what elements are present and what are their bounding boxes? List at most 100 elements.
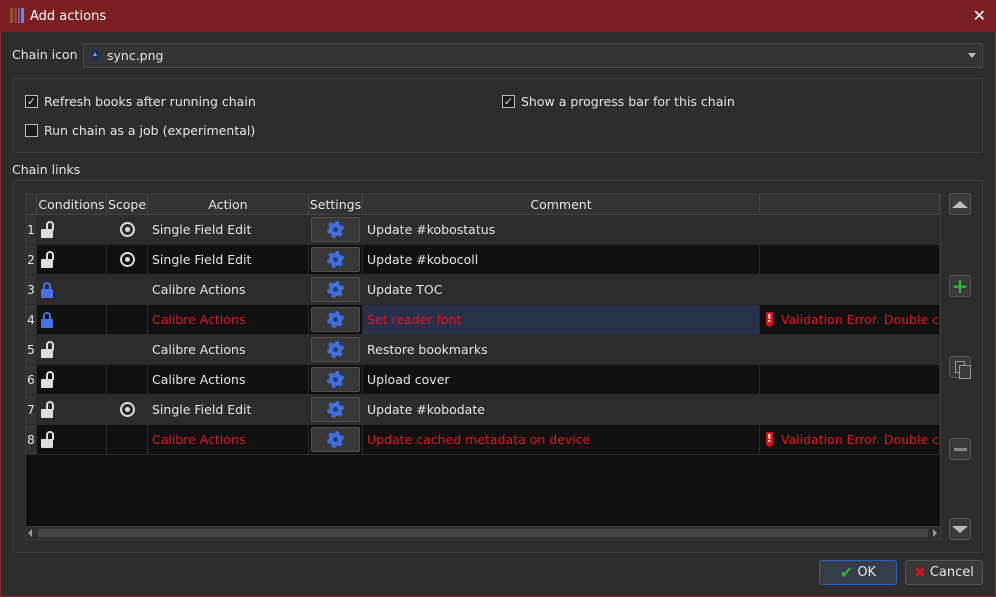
comment-cell[interactable]: Update TOC	[363, 275, 760, 304]
move-down-button[interactable]	[949, 518, 971, 540]
scope-target-icon[interactable]	[119, 222, 135, 237]
refresh-books-checkbox[interactable]: ✓ Refresh books after running chain	[25, 94, 256, 109]
error-cell[interactable]	[760, 245, 940, 274]
chain-icon-select[interactable]: sync.png	[83, 43, 983, 68]
table-row[interactable]: 3 Calibre Actions Update TOC	[26, 275, 940, 305]
table-row[interactable]: 7 Single Field Edit Update #kobodate	[26, 395, 940, 425]
scope-target-icon[interactable]	[119, 252, 135, 267]
ok-button[interactable]: ✔ OK	[819, 560, 897, 585]
table-row[interactable]: 2 Single Field Edit Update #kobocoll	[26, 245, 940, 275]
table-row[interactable]: 8 Calibre Actions Update cached metadata…	[26, 425, 940, 455]
scope-cell[interactable]	[107, 425, 148, 454]
unlocked-icon[interactable]	[41, 430, 54, 448]
scope-cell[interactable]	[107, 335, 148, 364]
unlocked-icon[interactable]	[41, 340, 54, 358]
comment-cell[interactable]: Restore bookmarks	[363, 335, 760, 364]
settings-cell	[309, 425, 363, 454]
run-as-job-checkbox[interactable]: Run chain as a job (experimental)	[25, 123, 255, 138]
chain-links-table: Conditions Scope Action Settings Comment…	[25, 193, 941, 540]
scrollbar-thumb[interactable]	[38, 529, 928, 537]
unlocked-icon[interactable]	[41, 400, 54, 418]
conditions-cell[interactable]	[37, 335, 107, 364]
column-header-action[interactable]: Action	[148, 194, 309, 214]
move-up-button[interactable]	[949, 193, 971, 215]
scope-cell[interactable]	[107, 275, 148, 304]
conditions-cell[interactable]	[37, 425, 107, 454]
settings-button[interactable]	[311, 337, 360, 362]
unlocked-icon[interactable]	[41, 220, 54, 238]
column-header-comment[interactable]: Comment	[363, 194, 760, 214]
action-cell[interactable]: Single Field Edit	[148, 215, 309, 244]
conditions-cell[interactable]	[37, 305, 107, 334]
comment-cell[interactable]: Update #kobostatus	[363, 215, 760, 244]
table-row[interactable]: 4 Calibre Actions Set reader font ! Valid…	[26, 305, 940, 335]
settings-button[interactable]	[311, 307, 360, 332]
comment-cell[interactable]: Update cached metadata on device	[363, 425, 760, 454]
error-cell[interactable]: ! Validation Error. Double c	[760, 425, 940, 454]
settings-button[interactable]	[311, 397, 360, 422]
error-cell[interactable]	[760, 215, 940, 244]
scope-cell[interactable]	[107, 245, 148, 274]
scroll-left-icon[interactable]	[28, 529, 32, 537]
error-cell[interactable]	[760, 365, 940, 394]
check-icon: ✔	[839, 563, 854, 582]
horizontal-scrollbar[interactable]	[26, 526, 940, 539]
gear-icon	[327, 371, 344, 388]
chain-links-label: Chain links	[12, 162, 81, 177]
unlocked-icon[interactable]	[41, 250, 54, 268]
minus-icon	[953, 447, 967, 451]
row-number: 1	[26, 215, 37, 244]
comment-cell[interactable]: Update #kobodate	[363, 395, 760, 424]
settings-button[interactable]	[311, 427, 360, 452]
column-header-conditions[interactable]: Conditions	[37, 194, 107, 214]
settings-button[interactable]	[311, 247, 360, 272]
error-cell[interactable]	[760, 395, 940, 424]
table-row[interactable]: 1 Single Field Edit Update #kobostatus	[26, 215, 940, 245]
add-link-button[interactable]: +	[949, 275, 971, 297]
action-cell[interactable]: Calibre Actions	[148, 275, 309, 304]
table-row[interactable]: 5 Calibre Actions Restore bookmarks	[26, 335, 940, 365]
error-cell[interactable]	[760, 275, 940, 304]
copy-link-button[interactable]	[949, 356, 971, 379]
table-row[interactable]: 6 Calibre Actions Upload cover	[26, 365, 940, 395]
remove-link-button[interactable]	[949, 438, 971, 460]
column-header-error[interactable]	[760, 194, 940, 214]
comment-cell[interactable]: Set reader font	[363, 305, 760, 334]
conditions-cell[interactable]	[37, 245, 107, 274]
cancel-button[interactable]: ✖ Cancel	[905, 560, 983, 585]
scope-cell[interactable]	[107, 365, 148, 394]
error-cell[interactable]	[760, 335, 940, 364]
comment-cell[interactable]: Upload cover	[363, 365, 760, 394]
scroll-right-icon[interactable]	[933, 529, 937, 537]
action-cell[interactable]: Single Field Edit	[148, 395, 309, 424]
scope-cell[interactable]	[107, 215, 148, 244]
action-cell[interactable]: Calibre Actions	[148, 365, 309, 394]
scope-target-icon[interactable]	[119, 402, 135, 417]
checkbox-unchecked-icon	[25, 124, 38, 137]
conditions-cell[interactable]	[37, 395, 107, 424]
action-cell[interactable]: Single Field Edit	[148, 245, 309, 274]
unlocked-icon[interactable]	[41, 370, 54, 388]
x-icon: ✖	[914, 564, 926, 581]
column-header-scope[interactable]: Scope	[107, 194, 148, 214]
locked-icon[interactable]	[41, 311, 53, 328]
action-cell[interactable]: Calibre Actions	[148, 305, 309, 334]
close-icon[interactable]: ✕	[972, 6, 986, 25]
column-header-settings[interactable]: Settings	[309, 194, 363, 214]
conditions-cell[interactable]	[37, 275, 107, 304]
scope-cell[interactable]	[107, 305, 148, 334]
settings-cell	[309, 215, 363, 244]
locked-icon[interactable]	[41, 281, 53, 298]
settings-button[interactable]	[311, 367, 360, 392]
settings-button[interactable]	[311, 277, 360, 302]
action-cell[interactable]: Calibre Actions	[148, 335, 309, 364]
progress-bar-checkbox[interactable]: ✓ Show a progress bar for this chain	[502, 94, 735, 109]
error-cell[interactable]: ! Validation Error. Double c	[760, 305, 940, 334]
action-cell[interactable]: Calibre Actions	[148, 425, 309, 454]
comment-cell[interactable]: Update #kobocoll	[363, 245, 760, 274]
scope-cell[interactable]	[107, 395, 148, 424]
conditions-cell[interactable]	[37, 215, 107, 244]
settings-cell	[309, 275, 363, 304]
settings-button[interactable]	[311, 217, 360, 242]
conditions-cell[interactable]	[37, 365, 107, 394]
